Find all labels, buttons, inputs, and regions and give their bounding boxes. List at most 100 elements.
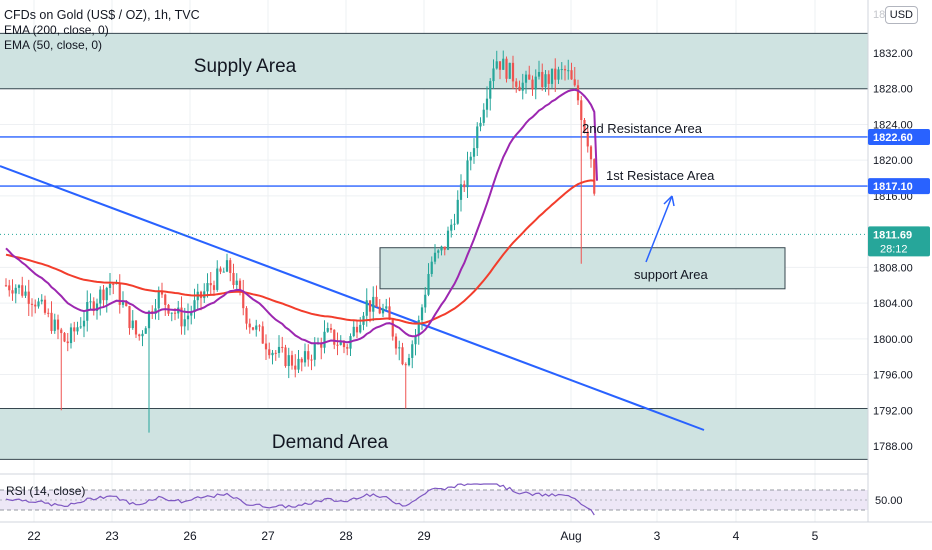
candle[interactable] [287, 355, 290, 367]
label-support-area[interactable]: support Area [634, 267, 708, 282]
candle[interactable] [170, 312, 173, 314]
candle[interactable] [73, 327, 76, 332]
candle[interactable] [284, 347, 287, 367]
candle[interactable] [190, 311, 193, 316]
candle[interactable] [437, 250, 440, 253]
candle[interactable] [368, 300, 372, 312]
candle[interactable] [430, 261, 433, 274]
candle[interactable] [138, 334, 141, 337]
candle[interactable] [502, 58, 505, 70]
candle[interactable] [381, 308, 385, 314]
candle[interactable] [537, 71, 541, 77]
candle[interactable] [30, 303, 34, 305]
candle[interactable] [209, 283, 212, 286]
candle[interactable] [560, 69, 563, 71]
zone-0[interactable] [0, 33, 868, 89]
currency-button[interactable]: USD [884, 6, 918, 24]
candle[interactable] [505, 58, 508, 79]
candle[interactable] [219, 268, 222, 272]
candle[interactable] [277, 346, 281, 354]
candle[interactable] [450, 224, 453, 231]
candle[interactable] [411, 344, 414, 358]
candle[interactable] [485, 98, 489, 110]
resistance-1-price-tag[interactable]: 1817.10 [873, 181, 913, 193]
candle[interactable] [391, 319, 394, 337]
candle[interactable] [47, 312, 50, 314]
candle[interactable] [508, 62, 511, 79]
candle[interactable] [518, 86, 521, 91]
candle[interactable] [112, 283, 115, 285]
candle[interactable] [141, 333, 144, 337]
candle[interactable] [580, 100, 583, 121]
zone-1[interactable] [0, 408, 868, 460]
candle[interactable] [576, 85, 580, 101]
rsi-line[interactable] [5, 483, 595, 516]
candle[interactable] [313, 343, 316, 360]
candle[interactable] [593, 159, 596, 194]
label-demand-area[interactable]: Demand Area [272, 432, 389, 453]
ema200-legend[interactable]: EMA (200, close, 0) [4, 23, 109, 37]
candle[interactable] [388, 306, 391, 320]
candle[interactable] [11, 290, 14, 294]
candle[interactable] [570, 70, 573, 80]
symbol-title[interactable]: CFDs on Gold (US$ / OZ), 1h, TVC [4, 8, 200, 22]
candle[interactable] [355, 326, 359, 333]
candle[interactable] [271, 352, 274, 356]
candle[interactable] [586, 131, 589, 147]
candle[interactable] [248, 323, 251, 328]
candle[interactable] [476, 126, 479, 149]
candle[interactable] [8, 285, 11, 291]
candle[interactable] [268, 349, 271, 356]
candle[interactable] [258, 325, 261, 327]
rsi-legend[interactable]: RSI (14, close) [6, 484, 85, 498]
candle[interactable] [489, 81, 492, 99]
candle[interactable] [121, 302, 125, 305]
candle[interactable] [453, 223, 456, 225]
candle[interactable] [472, 148, 476, 157]
candle[interactable] [482, 109, 485, 123]
candle[interactable] [105, 287, 108, 301]
candle[interactable] [245, 308, 248, 324]
candle[interactable] [147, 311, 151, 329]
candle[interactable] [414, 335, 417, 345]
label-1st-resistance[interactable]: 1st Resistace Area [606, 168, 715, 183]
candle[interactable] [76, 327, 79, 332]
candle[interactable] [186, 315, 190, 320]
candle[interactable] [261, 326, 264, 344]
candle[interactable] [326, 328, 329, 332]
candle[interactable] [21, 285, 24, 296]
candle[interactable] [547, 74, 550, 84]
candle[interactable] [264, 343, 268, 350]
candle[interactable] [573, 79, 576, 86]
candle[interactable] [118, 283, 121, 305]
candle[interactable] [160, 290, 164, 295]
candle[interactable] [531, 79, 534, 90]
candle[interactable] [300, 358, 303, 363]
candle[interactable] [102, 289, 105, 301]
candle[interactable] [144, 328, 147, 334]
candle[interactable] [456, 199, 459, 224]
candle[interactable] [43, 299, 47, 313]
candle[interactable] [60, 329, 63, 334]
candle[interactable] [385, 306, 388, 309]
candle[interactable] [524, 74, 528, 83]
candle[interactable] [307, 351, 310, 360]
candle[interactable] [492, 68, 495, 82]
candle[interactable] [541, 71, 544, 87]
candle[interactable] [329, 328, 333, 330]
candle[interactable] [212, 285, 216, 290]
candle[interactable] [251, 327, 255, 330]
candle[interactable] [154, 308, 157, 314]
candle[interactable] [511, 62, 515, 82]
candle[interactable] [359, 324, 362, 333]
candle[interactable] [554, 68, 557, 80]
candle[interactable] [567, 70, 570, 72]
candle[interactable] [420, 307, 424, 321]
candle[interactable] [372, 296, 375, 312]
candle[interactable] [352, 326, 355, 337]
candle[interactable] [401, 347, 404, 365]
candle[interactable] [108, 283, 112, 288]
candle[interactable] [79, 326, 82, 328]
candle[interactable] [333, 329, 336, 345]
